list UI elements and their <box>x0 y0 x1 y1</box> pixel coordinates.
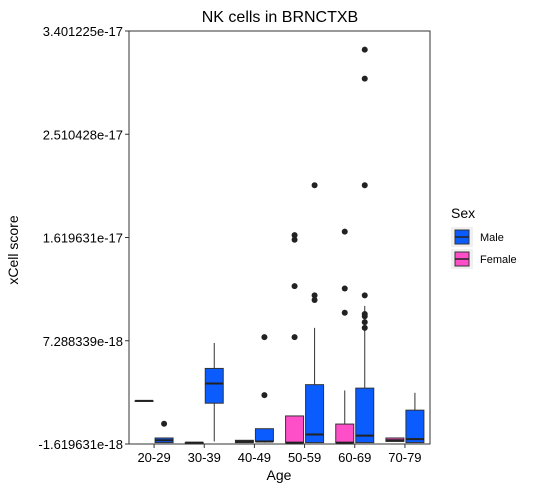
outlier-point <box>361 292 368 299</box>
outlier-point <box>361 319 368 326</box>
outlier-point <box>361 324 368 331</box>
box-female-50-59 <box>285 232 305 444</box>
outlier-point <box>291 283 298 290</box>
box-male-70-79 <box>405 392 425 444</box>
box-male-30-39 <box>204 342 224 442</box>
x-axis: 20-29 30-39 40-49 50-59 60-69 70-79 <box>137 444 422 465</box>
x-tick-label: 20-29 <box>137 450 170 465</box>
outlier-point <box>361 75 368 82</box>
legend-label: Male <box>480 232 504 244</box>
box-body <box>335 423 355 444</box>
box-male-50-59 <box>305 182 325 444</box>
outlier-point <box>261 334 268 341</box>
box-body <box>405 409 425 444</box>
legend-label: Female <box>480 254 517 266</box>
legend-item-male: Male <box>451 227 504 247</box>
plot-panel <box>128 30 431 445</box>
outlier-point <box>361 46 368 53</box>
x-tick-label: 40-49 <box>238 450 271 465</box>
box-female-40-49 <box>234 439 254 444</box>
box-body <box>285 415 305 444</box>
box-female-30-39 <box>184 441 204 444</box>
box-body <box>254 428 274 442</box>
box-female-20-29 <box>134 399 154 402</box>
legend-item-female: Female <box>451 249 517 269</box>
x-tick-label: 70-79 <box>388 450 421 465</box>
chart-title: NK cells in BRNCTXB <box>202 9 358 26</box>
y-tick-label: -1.619631e-18 <box>38 437 123 452</box>
outlier-point <box>291 236 298 243</box>
outlier-point <box>311 297 318 304</box>
box-female-60-69 <box>335 228 355 444</box>
outlier-point <box>311 182 318 189</box>
box-body <box>355 387 375 444</box>
box-series <box>134 46 425 444</box>
y-tick-label: 2.510428e-17 <box>43 127 123 142</box>
box-body <box>204 367 224 404</box>
box-male-40-49 <box>254 334 274 443</box>
outlier-point <box>341 228 348 235</box>
legend-title: Sex <box>451 205 475 221</box>
box-male-20-29 <box>154 420 174 444</box>
outlier-point <box>261 392 268 399</box>
legend: Sex Male Female <box>451 205 517 269</box>
outlier-point <box>291 232 298 239</box>
outlier-point <box>311 292 318 299</box>
x-axis-label: Age <box>267 467 292 483</box>
y-tick-label: 7.288339e-18 <box>43 334 123 349</box>
outlier-point <box>341 285 348 292</box>
outlier-point <box>361 182 368 189</box>
outlier-point <box>161 420 168 427</box>
box-male-60-69 <box>355 46 375 444</box>
outlier-point <box>291 334 298 341</box>
box-body <box>305 384 325 444</box>
x-tick-label: 50-59 <box>288 450 321 465</box>
y-tick-label: 1.619631e-17 <box>43 231 123 246</box>
outlier-point <box>361 310 368 317</box>
y-tick-label: 3.401225e-17 <box>43 24 123 39</box>
x-tick-label: 30-39 <box>188 450 221 465</box>
y-axis: -1.619631e-18 7.288339e-18 1.619631e-17 2.5… <box>38 24 129 452</box>
x-tick-label: 60-69 <box>338 450 371 465</box>
outlier-point <box>341 309 348 316</box>
box-female-70-79 <box>385 437 405 442</box>
y-axis-label: xCell score <box>5 215 21 284</box>
